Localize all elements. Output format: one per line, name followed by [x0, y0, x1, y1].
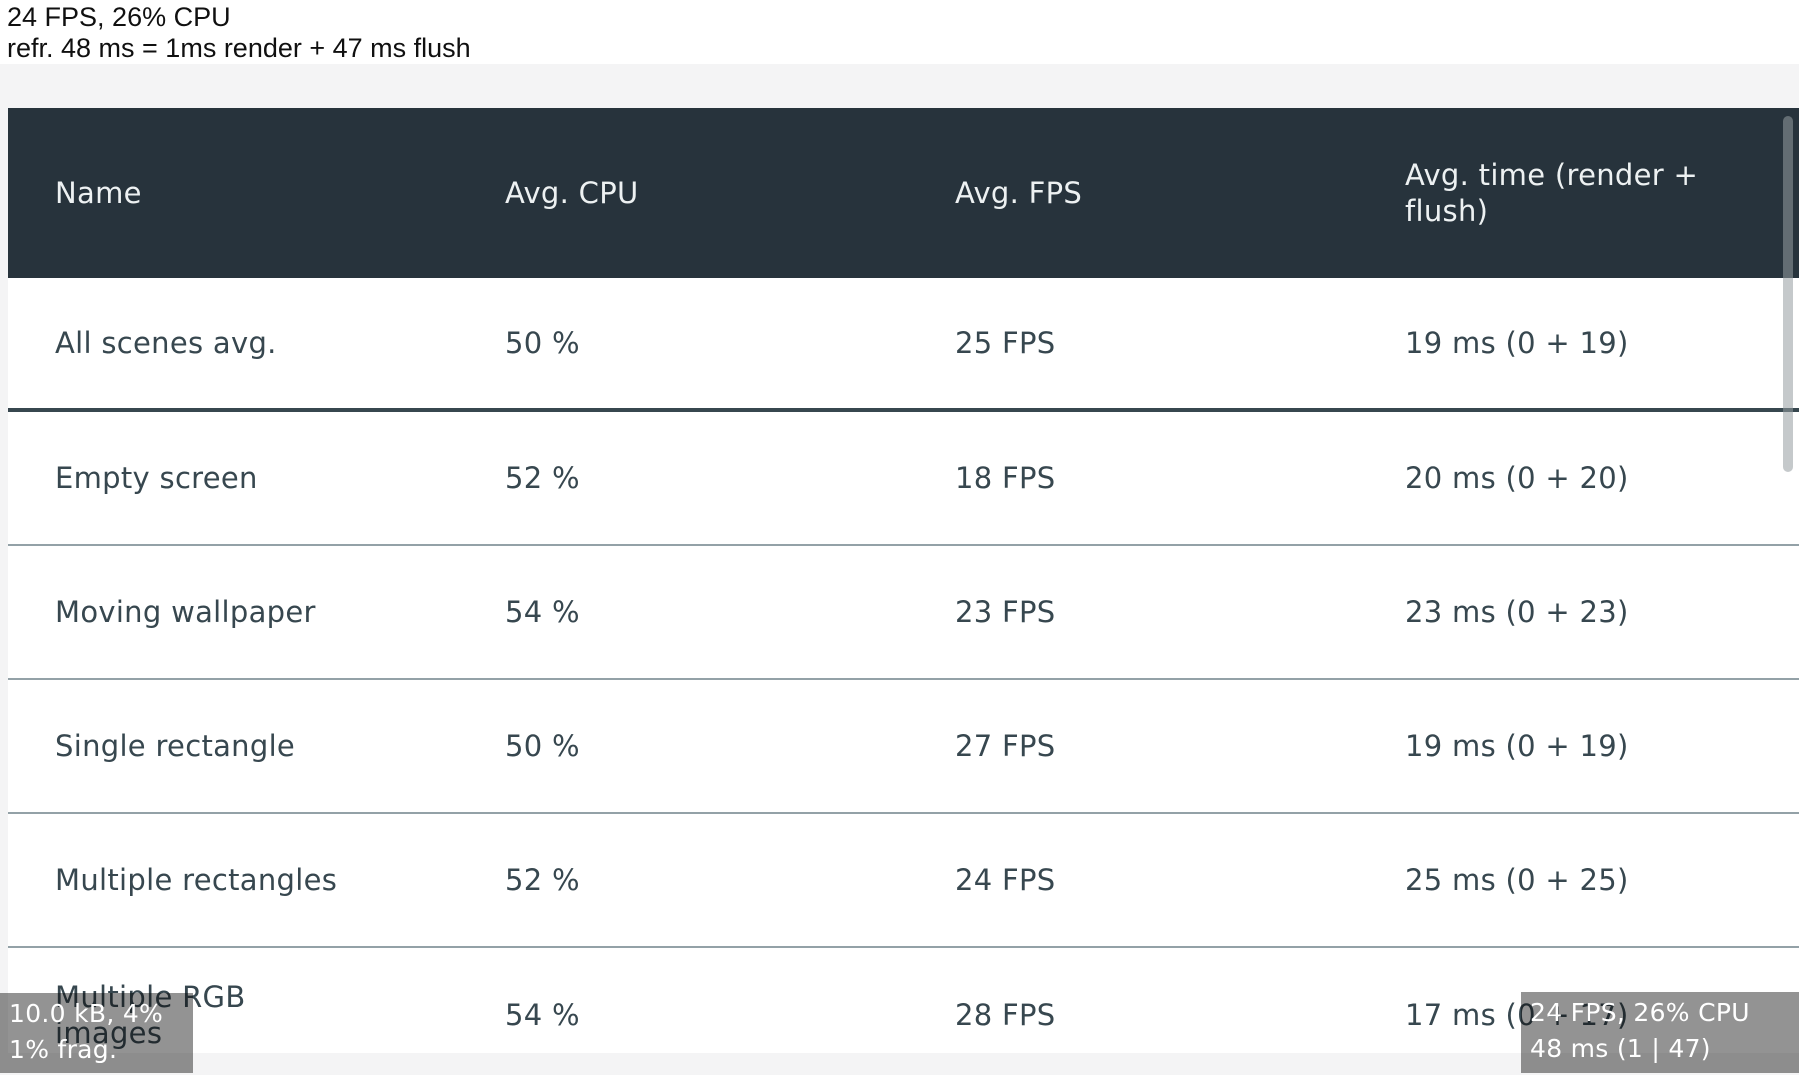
cell-avg-time: 23 ms (0 + 23): [1405, 595, 1629, 629]
cell-scene-name: Moving wallpaper: [55, 595, 316, 629]
hud-fps-cpu-text: 24 FPS, 26% CPU: [1530, 998, 1750, 1027]
cell-scene-name: Multiple RGB images: [55, 980, 246, 1050]
table-body: All scenes avg. 50 % 25 FPS 19 ms (0 + 1…: [8, 278, 1799, 1053]
hud-timing-text: 48 ms (1 | 47): [1530, 1034, 1711, 1063]
cell-avg-fps: 18 FPS: [955, 461, 1056, 495]
cell-avg-time: 25 ms (0 + 25): [1405, 863, 1629, 897]
cell-avg-fps: 24 FPS: [955, 863, 1056, 897]
column-header-name: Name: [55, 176, 142, 210]
cell-avg-cpu: 52 %: [505, 461, 580, 495]
hud-refresh-text: refr. 48 ms = 1ms render + 47 ms flush: [7, 33, 471, 63]
cell-avg-fps: 28 FPS: [955, 998, 1056, 1032]
cell-avg-time: 20 ms (0 + 20): [1405, 461, 1629, 495]
fps-hud-overlay: 24 FPS, 26% CPU 48 ms (1 | 47): [1521, 992, 1799, 1073]
column-header-avg-time: Avg. time (render + flush): [1405, 158, 1699, 228]
table-row: Moving wallpaper 54 % 23 FPS 23 ms (0 + …: [8, 546, 1799, 680]
memory-hud-overlay: 10.0 kB, 4% 1% frag.: [0, 993, 193, 1073]
cell-scene-name: Empty screen: [55, 461, 258, 495]
hud-memory-text: 10.0 kB, 4%: [9, 999, 164, 1028]
cell-avg-fps: 23 FPS: [955, 595, 1056, 629]
cell-avg-cpu: 50 %: [505, 729, 580, 763]
scrollbar-thumb[interactable]: [1783, 116, 1793, 472]
table-row: Empty screen 52 % 18 FPS 20 ms (0 + 20): [8, 412, 1799, 546]
cell-avg-cpu: 54 %: [505, 595, 580, 629]
cell-avg-cpu: 54 %: [505, 998, 580, 1032]
hud-fps-cpu-text: 24 FPS, 26% CPU: [7, 2, 231, 32]
table-row: Multiple RGB images 54 % 28 FPS 17 ms (0…: [8, 948, 1799, 1053]
column-header-avg-fps: Avg. FPS: [955, 176, 1083, 210]
table-row: All scenes avg. 50 % 25 FPS 19 ms (0 + 1…: [8, 278, 1799, 412]
cell-avg-fps: 25 FPS: [955, 326, 1056, 360]
cell-avg-cpu: 52 %: [505, 863, 580, 897]
cell-avg-fps: 27 FPS: [955, 729, 1056, 763]
performance-hud-top-left: 24 FPS, 26% CPU refr. 48 ms = 1ms render…: [7, 2, 471, 64]
cell-scene-name: All scenes avg.: [55, 326, 277, 360]
cell-avg-time: 19 ms (0 + 19): [1405, 729, 1629, 763]
benchmark-results-table: Name Avg. CPU Avg. FPS Avg. time (render…: [8, 108, 1799, 1053]
table-row: Multiple rectangles 52 % 24 FPS 25 ms (0…: [8, 814, 1799, 948]
cell-scene-name: Single rectangle: [55, 729, 296, 763]
hud-fragmentation-text: 1% frag.: [9, 1035, 118, 1064]
cell-scene-name: Multiple rectangles: [55, 863, 338, 897]
table-header-row: Name Avg. CPU Avg. FPS Avg. time (render…: [8, 108, 1799, 278]
cell-avg-cpu: 50 %: [505, 326, 580, 360]
table-row: Single rectangle 50 % 27 FPS 19 ms (0 + …: [8, 680, 1799, 814]
cell-avg-time: 19 ms (0 + 19): [1405, 326, 1629, 360]
column-header-avg-cpu: Avg. CPU: [505, 176, 639, 210]
cell-avg-time: 17 ms (0 + 17): [1405, 998, 1629, 1032]
